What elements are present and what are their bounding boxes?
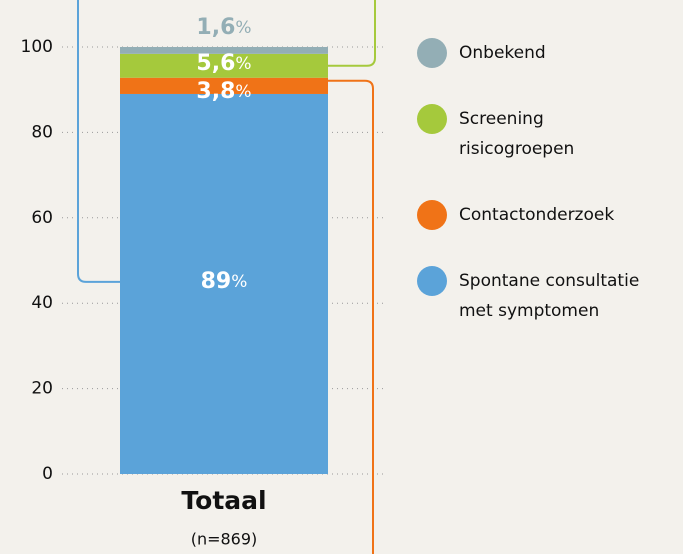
legend-item: Screening risicogroepen — [417, 104, 649, 164]
connector — [328, 79, 374, 554]
value-label: 3,8% — [196, 79, 251, 104]
legend-item: Spontane consultatie met symptomen — [417, 266, 649, 326]
legend-label: Onbekend — [459, 43, 546, 63]
legend-item: Onbekend — [417, 38, 649, 68]
y-tick-label: 0 — [42, 464, 53, 484]
value-label: 1,6% — [196, 15, 251, 40]
bar-segment — [120, 53, 328, 78]
legend: Onbekend Screening risicogroepen Contacton… — [417, 38, 649, 326]
x-tick-label: Totaal — [181, 486, 266, 515]
bar-segment — [120, 77, 328, 94]
value-label: 5,6% — [196, 51, 251, 76]
legend-item: Contactonderzoek — [417, 200, 649, 230]
bar-segment — [120, 93, 328, 474]
value-label: 89% — [201, 269, 248, 294]
legend-swatch — [417, 38, 447, 68]
legend-swatch — [417, 200, 447, 230]
bar-segment — [120, 47, 328, 54]
y-tick-label: 40 — [31, 293, 53, 313]
legend-label: Screening risicogroepen — [459, 109, 575, 159]
y-tick-label: 60 — [31, 208, 53, 228]
y-tick-label: 20 — [31, 379, 53, 399]
connector — [328, 0, 376, 67]
connector — [77, 0, 120, 283]
y-tick-label: 100 — [21, 37, 53, 57]
legend-label: Contactonderzoek — [459, 205, 615, 225]
y-tick-label: 80 — [31, 122, 53, 142]
legend-label: Spontane consultatie met symptomen — [459, 271, 640, 321]
legend-swatch — [417, 266, 447, 296]
x-tick-subtitle: (n=869) — [191, 530, 258, 549]
legend-swatch — [417, 104, 447, 134]
